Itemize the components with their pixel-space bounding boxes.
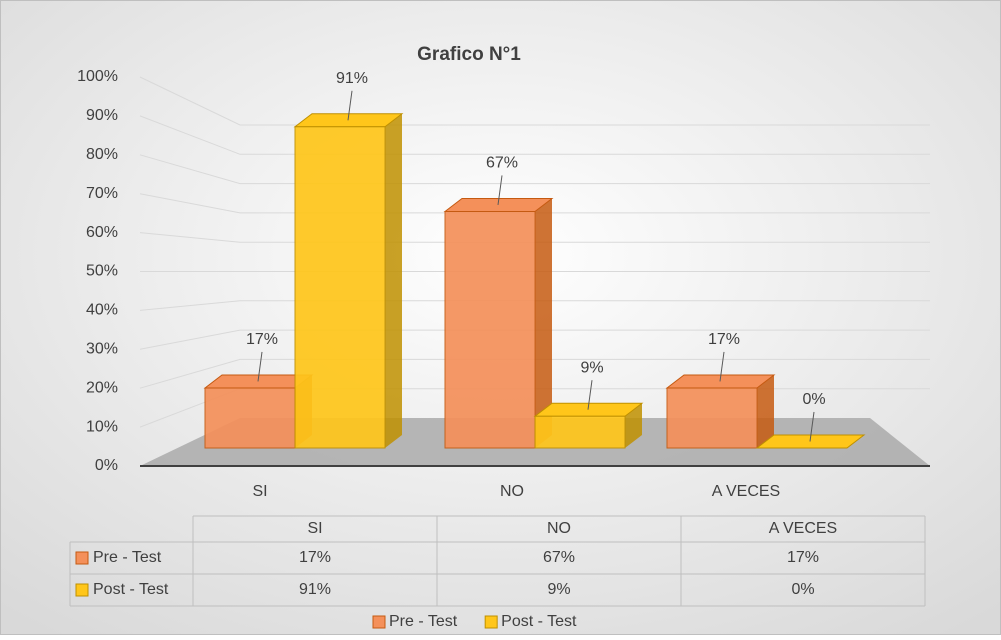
data-label: 91% [336,70,368,87]
bar [204,387,296,449]
leader-line [257,351,263,382]
bar [294,126,386,449]
y-tick-label: 30% [86,341,118,358]
leader-line [719,351,725,382]
bar-side [757,374,774,448]
table-row-label: Pre - Test [93,549,162,566]
data-label: 17% [708,331,740,348]
y-tick-label: 50% [86,263,118,280]
y-tick-label: 20% [86,379,118,396]
legend-label: Post - Test [501,613,577,630]
y-tick-label: 70% [86,185,118,202]
grid-line [139,329,930,350]
x-tick-label: NO [500,483,524,500]
leader-line [809,411,815,442]
legend-key [372,615,386,629]
data-label: 67% [486,155,518,172]
grid-line [139,115,930,155]
grid-line [139,193,930,214]
bar-side [385,113,402,449]
y-tick-label: 100% [77,68,118,85]
data-label: 9% [580,359,603,376]
table-header: SI [307,520,322,537]
leader-line [497,175,503,206]
table-header: A VECES [769,520,837,537]
legend-key [484,615,498,629]
bar-side [625,403,642,448]
table-cell: 91% [299,581,331,598]
bar-side [535,198,552,448]
bar [666,387,758,449]
legend-key [75,551,89,565]
bar [534,415,626,449]
leader-line [587,380,593,410]
grid-line [139,76,930,126]
y-tick-label: 80% [86,146,118,163]
leader-line [347,90,353,121]
table-cell: 67% [543,549,575,566]
y-tick-label: 40% [86,302,118,319]
grid-line [139,232,930,243]
grid-line [139,154,930,185]
chart-title: Grafico N°1 [417,44,521,65]
y-tick-label: 90% [86,107,118,124]
bar [444,210,536,449]
y-tick-label: 10% [86,418,118,435]
x-tick-label: A VECES [712,483,780,500]
table-cell: 17% [299,549,331,566]
legend-label: Pre - Test [389,613,458,630]
table-cell: 9% [547,581,570,598]
table-cell: 0% [791,581,814,598]
data-label: 0% [802,391,825,408]
x-tick-label: SI [252,483,267,500]
y-tick-label: 60% [86,224,118,241]
grid-line [139,358,930,389]
y-tick-label: 0% [95,457,118,474]
table-cell: 17% [787,549,819,566]
grid-line [139,300,930,311]
table-row-label: Post - Test [93,581,169,598]
data-label: 17% [246,331,278,348]
legend-key [75,583,89,597]
table-header: NO [547,520,571,537]
